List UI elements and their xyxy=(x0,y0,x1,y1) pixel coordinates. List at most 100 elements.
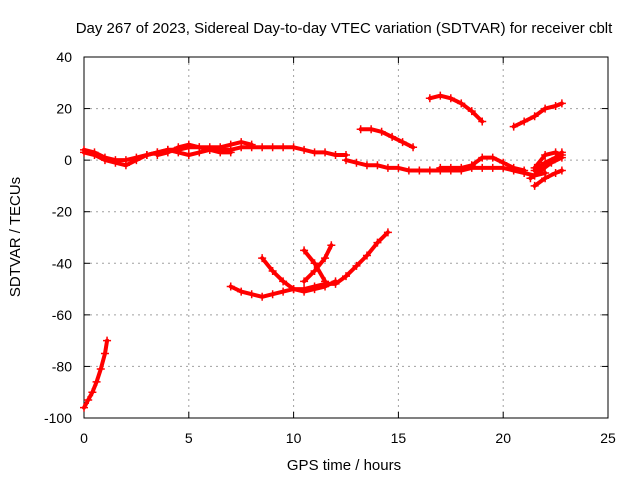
data-point xyxy=(342,156,350,165)
data-point xyxy=(467,107,476,116)
data-point xyxy=(362,251,371,260)
x-axis-label: GPS time / hours xyxy=(287,457,401,474)
data-point xyxy=(557,150,566,159)
x-tick-label: 15 xyxy=(391,430,407,446)
data-point xyxy=(488,153,497,162)
data-point xyxy=(530,181,539,190)
data-point xyxy=(247,140,256,149)
data-point xyxy=(289,143,298,152)
series-track-13 xyxy=(80,336,112,412)
data-point xyxy=(388,132,397,141)
grid xyxy=(84,57,608,418)
series-track-9 xyxy=(530,166,566,190)
x-tick-label: 20 xyxy=(495,430,511,446)
data-point xyxy=(425,94,434,103)
series-track-15 xyxy=(258,254,340,296)
data-point xyxy=(541,158,550,167)
data-point xyxy=(356,125,365,134)
data-point xyxy=(132,156,141,165)
series-line xyxy=(228,230,390,299)
data-point xyxy=(551,148,560,157)
data-point xyxy=(526,174,535,183)
chart-title: Day 267 of 2023, Sidereal Day-to-day VTE… xyxy=(76,20,613,37)
data-point xyxy=(436,91,445,100)
y-tick-label: -20 xyxy=(52,204,72,220)
data-point xyxy=(367,125,376,134)
data-point xyxy=(446,94,455,103)
plot-frame xyxy=(83,56,609,419)
data-point xyxy=(289,285,298,294)
x-tick-label: 5 xyxy=(185,430,193,446)
series-line xyxy=(528,155,564,181)
data-layer xyxy=(80,91,566,412)
data-point xyxy=(520,117,529,126)
data-point xyxy=(362,161,371,170)
data-point xyxy=(80,148,88,157)
series-track-3 xyxy=(153,138,256,159)
data-point xyxy=(551,169,560,178)
data-point xyxy=(268,290,277,299)
data-point xyxy=(300,246,309,255)
x-tick-label: 25 xyxy=(600,430,616,446)
data-point xyxy=(467,161,476,170)
data-point xyxy=(258,254,267,263)
data-point xyxy=(331,150,340,159)
data-point xyxy=(478,117,487,126)
y-tick-label: -40 xyxy=(52,255,72,271)
data-point xyxy=(226,140,235,149)
data-point xyxy=(237,287,246,296)
data-point xyxy=(121,161,130,170)
series-track-17 xyxy=(300,246,330,286)
y-tick-label: -100 xyxy=(44,410,72,426)
data-point xyxy=(321,254,330,263)
data-point xyxy=(300,145,309,154)
y-tick-label: 20 xyxy=(56,101,72,117)
data-point xyxy=(383,228,392,237)
y-tick-label: 0 xyxy=(64,152,72,168)
data-point xyxy=(457,163,466,172)
y-tick-label: -60 xyxy=(52,307,72,323)
data-point xyxy=(184,140,193,149)
data-point xyxy=(216,143,225,152)
data-point xyxy=(268,143,277,152)
data-point xyxy=(142,150,151,159)
data-point xyxy=(530,112,539,121)
data-point xyxy=(509,122,518,131)
data-point xyxy=(352,158,361,167)
data-point xyxy=(153,150,162,159)
data-point xyxy=(415,166,424,175)
series-track-7 xyxy=(425,91,487,126)
series-track-6 xyxy=(356,125,418,152)
data-point xyxy=(377,127,386,136)
data-point xyxy=(446,163,455,172)
data-point xyxy=(184,150,193,159)
data-point xyxy=(541,104,550,113)
series-track-8 xyxy=(509,99,566,131)
data-point xyxy=(373,161,382,170)
data-point xyxy=(509,163,518,172)
data-point xyxy=(279,143,288,152)
data-point xyxy=(96,365,105,374)
series-track-12 xyxy=(530,148,566,172)
data-point xyxy=(258,143,267,152)
data-point xyxy=(88,388,97,397)
axis-ticks: 0 5 10 15 20 25 -100 -80 -60 -40 -20 0 20 40 xyxy=(44,49,616,446)
series-line xyxy=(155,140,254,157)
data-point xyxy=(237,138,246,147)
data-point xyxy=(520,166,529,175)
data-point xyxy=(530,163,539,172)
data-point xyxy=(300,277,309,286)
data-point xyxy=(195,143,204,152)
y-axis-label: SDTVAR / TECUs xyxy=(7,177,24,297)
data-point xyxy=(541,174,550,183)
y-tick-label: -80 xyxy=(52,358,72,374)
data-point xyxy=(174,143,183,152)
data-point xyxy=(247,290,256,299)
data-point xyxy=(404,166,413,175)
data-point xyxy=(342,272,350,281)
data-point xyxy=(398,138,407,147)
data-point xyxy=(383,163,392,172)
data-point xyxy=(258,292,267,301)
data-point xyxy=(488,163,497,172)
